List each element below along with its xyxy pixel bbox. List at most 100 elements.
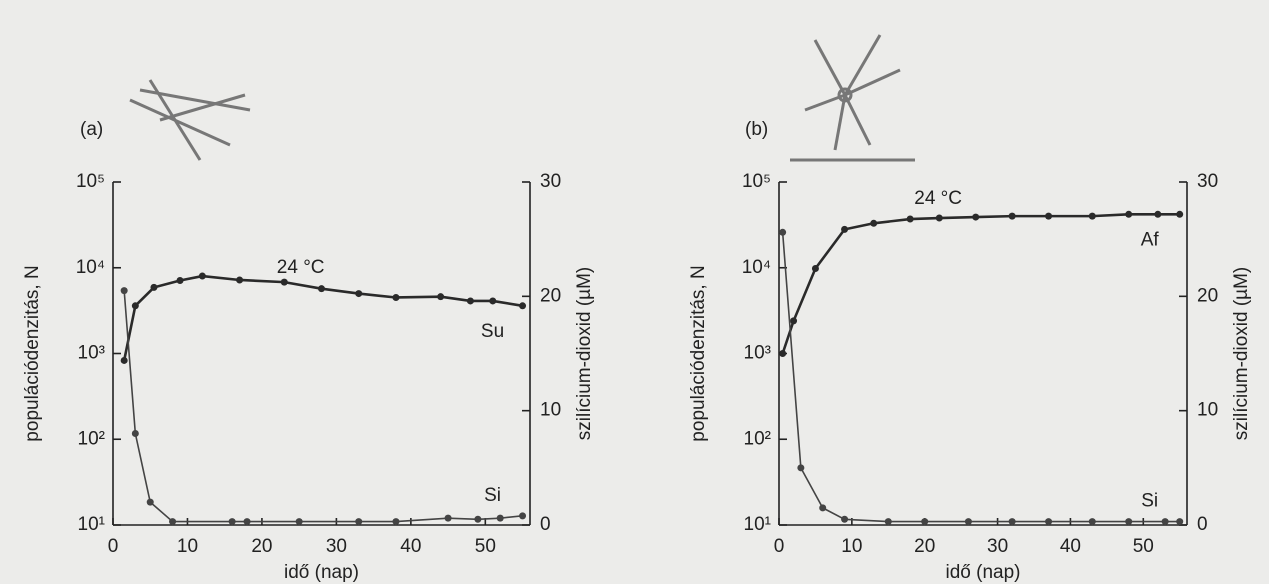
data-point [198,272,206,280]
x-tick-label: 10 [841,536,862,557]
data-point [120,356,128,364]
x-tick-label: 30 [987,536,1008,557]
x-tick-label: 10 [177,536,198,557]
panel-label: (b) [745,119,768,140]
data-point [797,464,805,472]
y2-tick-label: 0 [540,514,551,535]
data-point [466,297,474,305]
data-point [120,287,128,295]
x-tick-label: 40 [400,536,421,557]
data-point [318,285,325,293]
data-point [921,518,929,526]
series-label: Su [481,321,504,342]
data-point [1008,518,1016,526]
y-tick-label: 10⁵ [742,171,771,192]
data-point [906,215,914,223]
data-point [169,518,177,526]
data-point [243,518,251,526]
data-point [1161,518,1169,526]
data-point [1088,212,1096,220]
y-tick-label: 10² [744,428,771,449]
y-tick-label: 10⁴ [742,257,771,278]
y-axis-label: populációdenzitás, N [22,265,43,441]
data-point [496,514,504,522]
y2-tick-label: 30 [1197,171,1218,192]
x-tick-label: 0 [774,536,785,557]
data-point [236,276,244,284]
x-tick-label: 0 [108,536,119,557]
y-tick-label: 10³ [78,343,105,364]
data-point [150,283,158,291]
data-point [964,518,972,526]
data-point [489,297,497,305]
data-point [437,293,445,301]
data-point [884,518,892,526]
data-point [295,518,303,526]
series-line [781,213,1180,354]
y2-tick-label: 20 [1197,285,1218,306]
y-axis-label: populációdenzitás, N [688,265,709,441]
annotation: 24 °C [914,188,962,209]
y2-tick-label: 10 [1197,400,1218,421]
data-point [519,302,527,310]
y2-tick-label: 10 [540,400,561,421]
x-tick-label: 20 [914,536,935,557]
y-tick-label: 10⁴ [76,257,105,278]
data-point [474,515,482,523]
data-point [779,350,787,357]
y-tick-label: 10³ [744,343,771,364]
diatom-drawing-a [129,79,251,161]
data-point [819,504,827,512]
x-tick-label: 20 [251,536,272,557]
data-point [146,498,154,506]
data-point [355,518,363,526]
y-tick-label: 10¹ [744,514,771,535]
data-point [131,430,139,438]
series-label: Si [484,485,501,506]
x-axis-label: idő (nap) [946,562,1021,583]
x-tick-label: 50 [475,536,496,557]
data-point [811,265,819,273]
panel-label: (a) [80,119,103,140]
data-point [1088,518,1096,526]
data-point [280,278,288,286]
y-tick-label: 10⁵ [76,171,105,192]
data-point [355,290,363,298]
data-point [841,515,849,523]
data-point [1008,212,1016,220]
data-point [176,277,184,285]
y2-tick-label: 30 [540,171,561,192]
x-tick-label: 40 [1060,536,1081,557]
y-tick-label: 10¹ [78,514,105,535]
data-point [870,219,878,227]
series-label: Af [1141,229,1160,250]
data-point [392,293,400,301]
data-point [1176,210,1184,218]
data-point [519,512,527,520]
data-point [1154,210,1162,218]
series-line [122,274,523,361]
y2-tick-label: 0 [1197,514,1208,535]
x-tick-label: 30 [326,536,347,557]
data-point [1176,518,1184,526]
data-point [1125,518,1133,526]
series-label: Si [1141,491,1158,512]
data-point [972,213,980,221]
data-point [841,225,849,233]
data-point [1045,212,1053,220]
data-point [228,518,236,526]
data-point [790,317,798,325]
y-tick-label: 10² [78,428,105,449]
data-point [1125,210,1133,218]
data-point [935,214,943,222]
y2-axis-label: szilícium-dioxid (µM) [574,267,595,441]
data-point [444,514,452,522]
data-point [131,302,139,310]
x-tick-label: 50 [1133,536,1154,557]
y2-axis-label: szilícium-dioxid (µM) [1231,267,1252,441]
data-point [1045,518,1053,526]
data-point [392,518,400,526]
diatom-drawing-b [790,34,915,162]
